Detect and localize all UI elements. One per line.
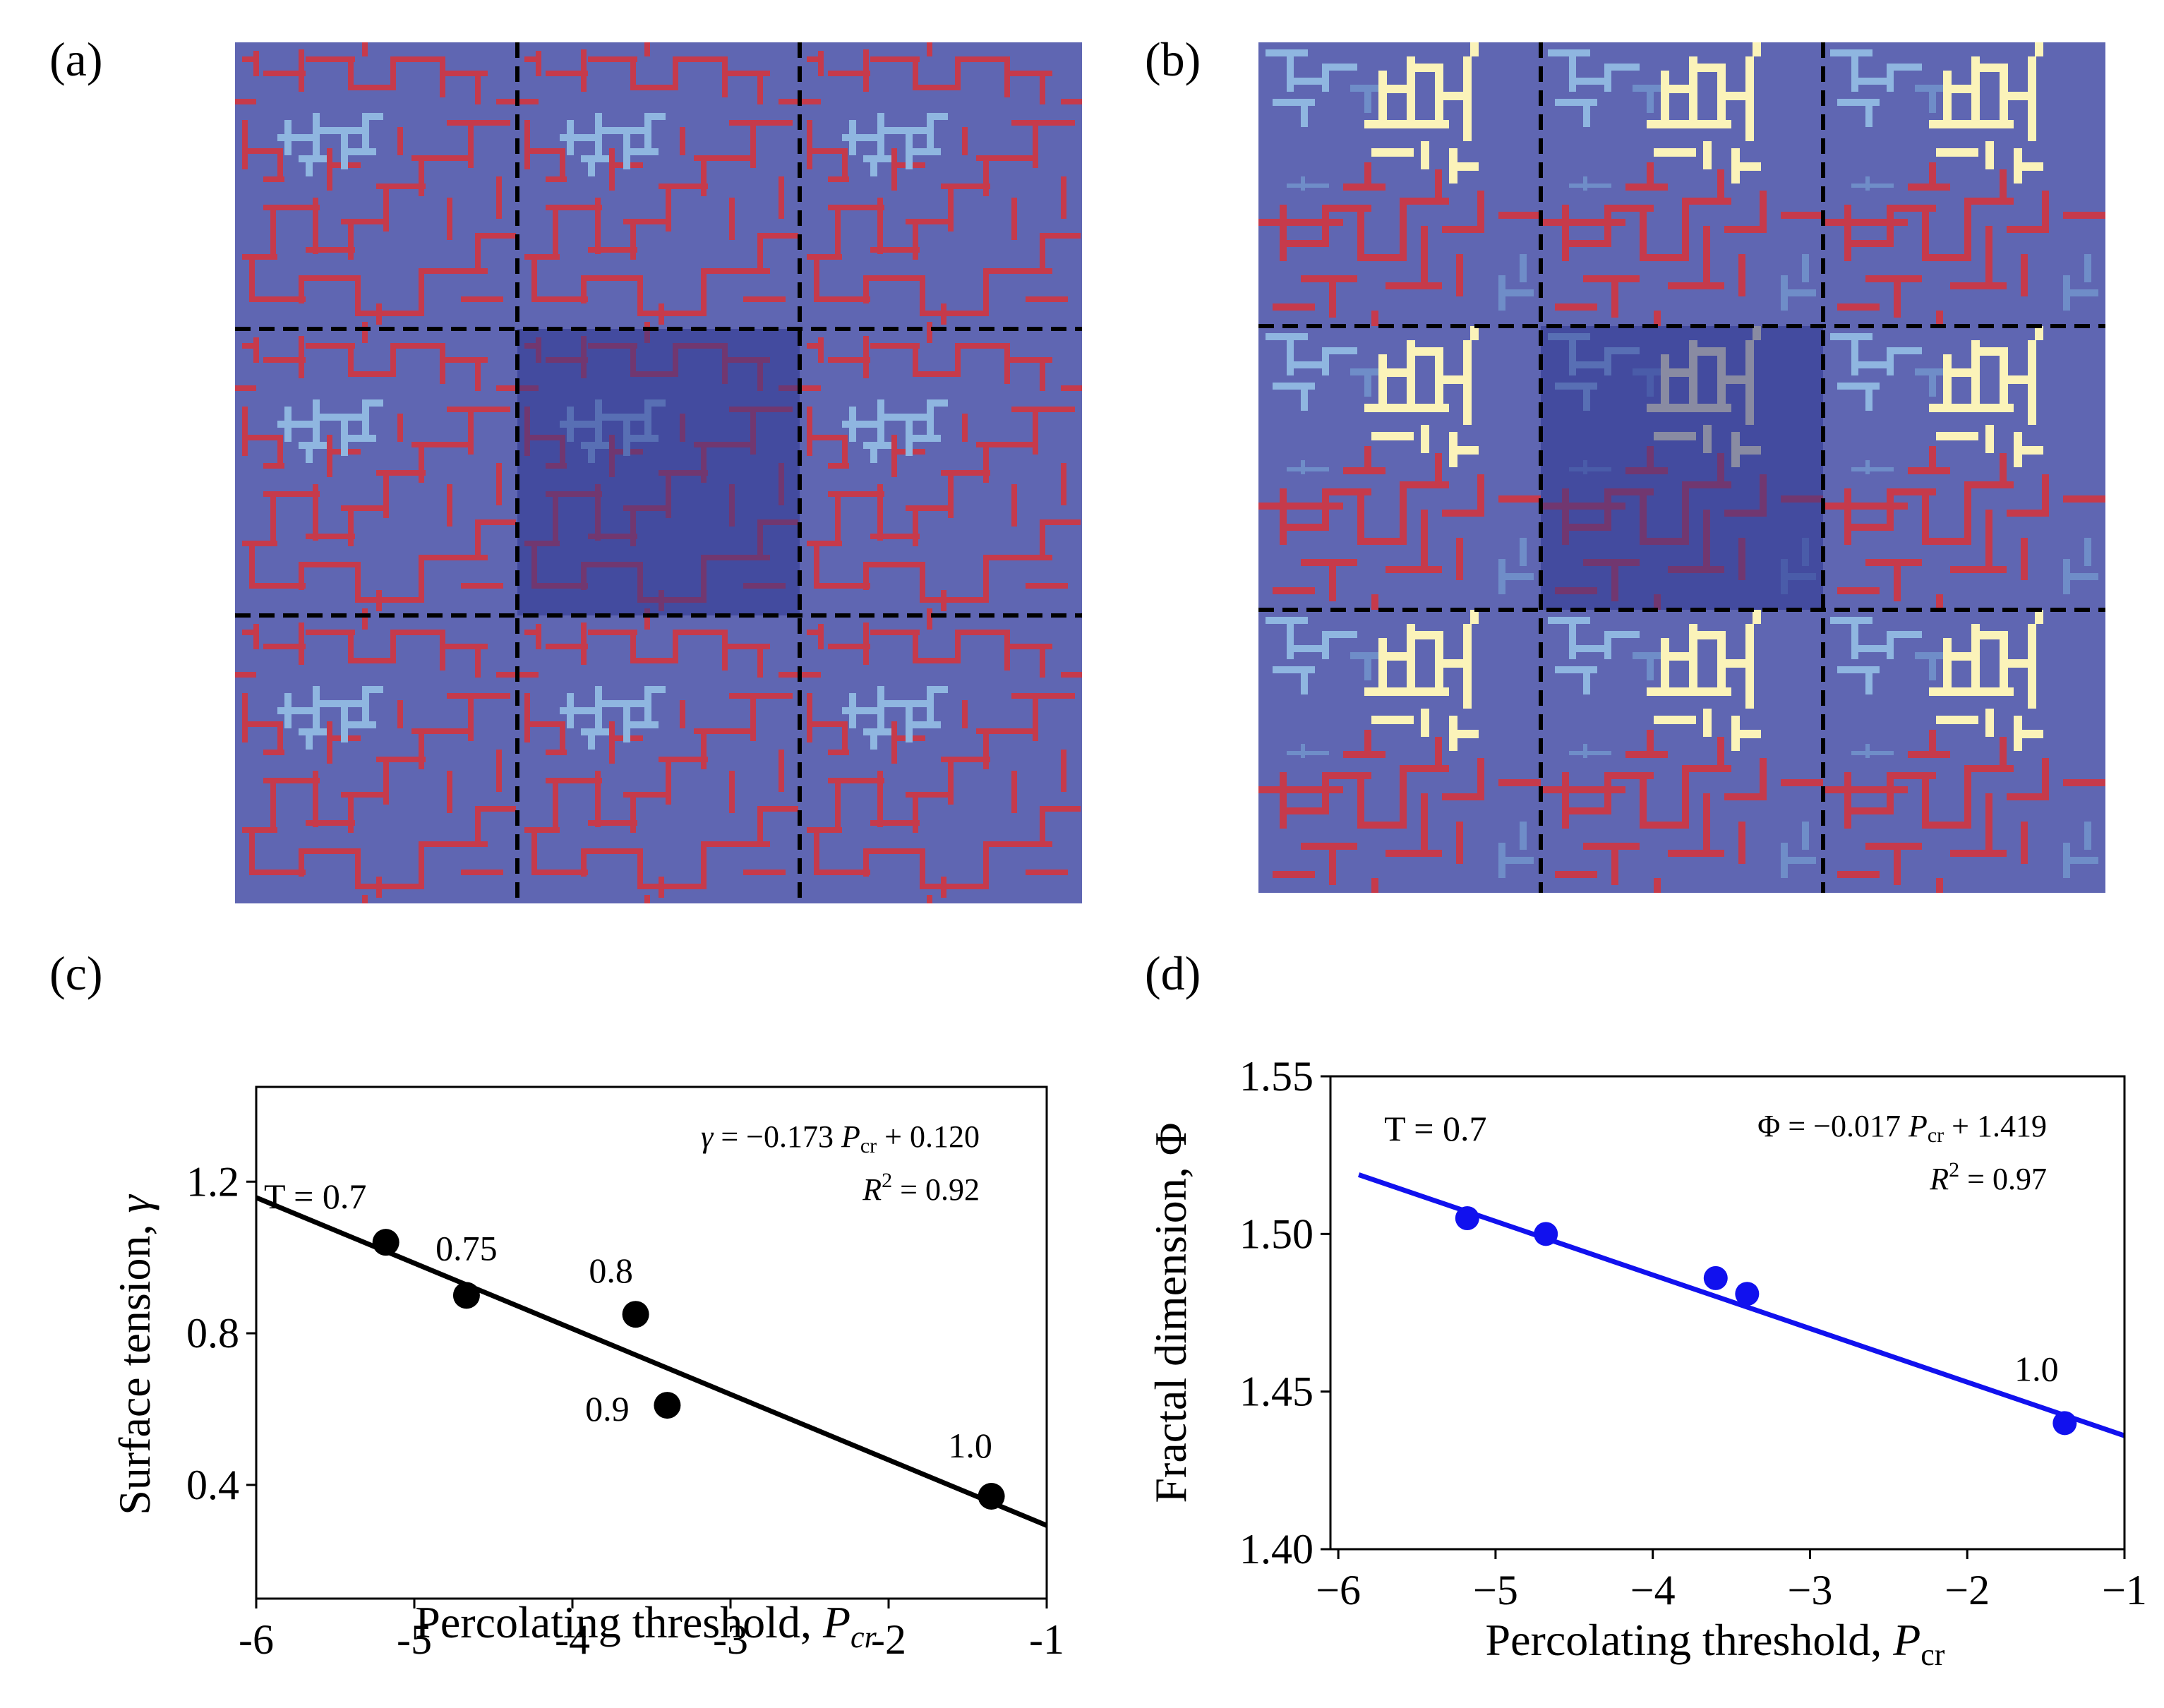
d-r-squared: R2 = 0.97 — [1929, 1158, 2047, 1196]
plot-d: −6 −5 −4 −3 −2 −1 1.40 1.45 1.50 1.55 T = 0.7 1.0 Φ… — [1101, 1016, 2164, 1708]
lattice-b-svg — [1258, 42, 2105, 893]
d-data-point — [1703, 1265, 1728, 1290]
c-xtick-label: -3 — [713, 1616, 748, 1663]
c-xlabel: Percolating threshold, Pcr — [415, 1597, 877, 1654]
c-ytick-label: 1.2 — [186, 1158, 239, 1205]
d-data-point — [1455, 1206, 1479, 1230]
plot-c-svg: -6 -5 -4 -3 -2 -1 0.4 0.8 1.2 T = 0.7 0.75 0.8 0.9 1.… — [109, 1085, 1064, 1663]
d-ytick-label: 1.55 — [1239, 1053, 1314, 1100]
c-ylabel: Surface tension, γ — [109, 1193, 160, 1515]
lattice-a — [235, 42, 1082, 903]
d-fit-line — [1357, 1172, 2126, 1438]
d-xtick-label: −2 — [1944, 1567, 1990, 1613]
c-xtick-label: -6 — [239, 1616, 274, 1663]
c-point-label: 1.0 — [948, 1426, 992, 1465]
plot-c: -6 -5 -4 -3 -2 -1 0.4 0.8 1.2 T = 0.7 0.75 0.8 0.9 1.… — [0, 1016, 1101, 1708]
d-point-label: T = 0.7 — [1384, 1109, 1486, 1148]
c-r-squared: R2 = 0.92 — [862, 1169, 980, 1207]
c-data-point — [622, 1301, 649, 1328]
c-data-point — [372, 1229, 399, 1256]
d-data-point — [1534, 1222, 1558, 1246]
d-ytick-label: 1.45 — [1239, 1369, 1314, 1415]
c-point-label: 0.9 — [585, 1389, 630, 1429]
d-xtick-label: −1 — [2102, 1567, 2147, 1613]
c-data-point — [452, 1282, 480, 1309]
panel-label-a: (a) — [49, 32, 103, 86]
plot-d-frame — [1329, 1075, 2126, 1551]
d-xtick-label: −5 — [1473, 1567, 1518, 1613]
d-ytick-label: 1.40 — [1239, 1526, 1314, 1572]
plot-c-frame — [255, 1085, 1048, 1600]
c-data-point — [654, 1392, 681, 1419]
c-data-point — [978, 1483, 1005, 1510]
c-xtick-label: -1 — [1029, 1616, 1064, 1663]
d-xlabel: Percolating threshold, Pcr — [1486, 1615, 1945, 1672]
c-point-label: 0.75 — [435, 1228, 498, 1268]
c-equation: γ = −0.173 Pcr + 0.120 — [701, 1119, 980, 1157]
c-xtick-label: -5 — [397, 1616, 432, 1663]
c-xtick-label: -2 — [871, 1616, 906, 1663]
panel-label-b: (b) — [1145, 32, 1201, 86]
lattice-b — [1258, 42, 2105, 893]
panel-label-c: (c) — [49, 946, 103, 1000]
d-point-label: 1.0 — [2014, 1349, 2059, 1388]
c-point-label: T = 0.7 — [264, 1177, 366, 1216]
panel-label-d: (d) — [1145, 946, 1201, 1000]
c-xtick-label: -4 — [555, 1616, 590, 1663]
d-xtick-label: −4 — [1630, 1567, 1676, 1613]
c-point-label: 0.8 — [589, 1251, 633, 1290]
plot-d-svg: −6 −5 −4 −3 −2 −1 1.40 1.45 1.50 1.55 T = 0.7 1.0 Φ… — [1146, 1053, 2147, 1672]
d-ytick-label: 1.50 — [1239, 1210, 1314, 1257]
d-data-point — [1735, 1282, 1760, 1306]
d-data-point — [2052, 1411, 2077, 1436]
d-ylabel: Fractal dimension, Φ — [1146, 1122, 1196, 1503]
d-equation: Φ = −0.017 Pcr + 1.419 — [1757, 1109, 2047, 1147]
c-ytick-label: 0.4 — [186, 1462, 239, 1508]
c-ytick-label: 0.8 — [186, 1310, 239, 1357]
d-xtick-label: −6 — [1316, 1567, 1361, 1613]
d-xtick-label: −3 — [1788, 1567, 1833, 1613]
lattice-a-svg — [235, 42, 1082, 903]
